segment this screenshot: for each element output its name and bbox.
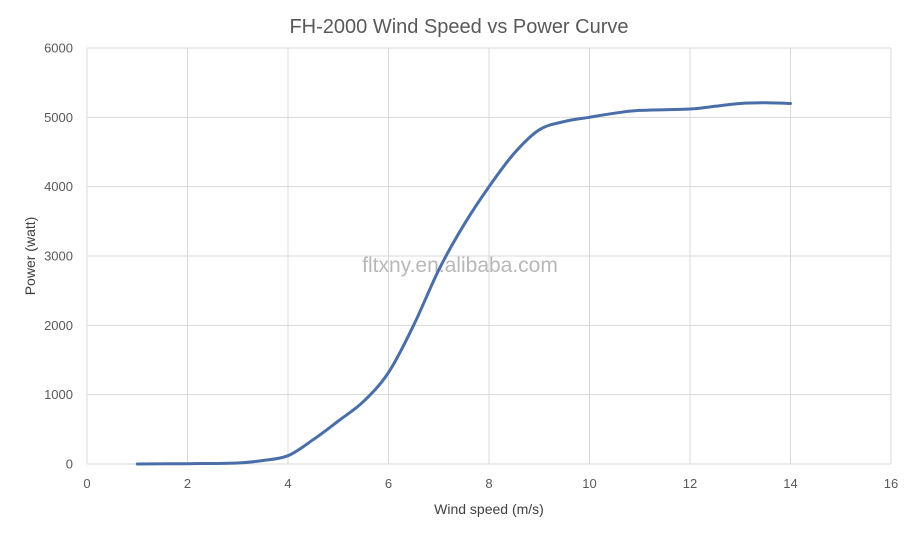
y-tick-label: 3000 — [44, 249, 73, 264]
y-axis-title: Power (watt) — [22, 217, 38, 296]
y-tick-label: 4000 — [44, 179, 73, 194]
y-tick-label: 1000 — [44, 387, 73, 402]
x-tick-label: 0 — [83, 476, 90, 491]
x-tick-label: 8 — [485, 476, 492, 491]
chart-title: FH-2000 Wind Speed vs Power Curve — [289, 16, 628, 38]
x-tick-label: 10 — [582, 476, 596, 491]
y-tick-label: 2000 — [44, 318, 73, 333]
x-tick-label: 12 — [683, 476, 697, 491]
x-tick-label: 2 — [184, 476, 191, 491]
power-curve-line — [135, 101, 792, 466]
watermark-text: fltxny.en.alibaba.com — [362, 254, 558, 277]
x-tick-label: 4 — [284, 476, 291, 491]
x-tick-label: 16 — [884, 476, 898, 491]
y-tick-label: 5000 — [44, 110, 73, 125]
y-tick-label: 6000 — [44, 41, 73, 56]
x-tick-label: 6 — [385, 476, 392, 491]
x-axis-title: Wind speed (m/s) — [434, 501, 544, 517]
series-layer — [135, 101, 792, 466]
y-tick-label: 0 — [66, 457, 73, 472]
x-tick-label: 14 — [783, 476, 797, 491]
axes: 0 2 4 6 8 10 12 14 16 0 1000 2000 3000 4000 5000 6000 — [44, 41, 898, 492]
